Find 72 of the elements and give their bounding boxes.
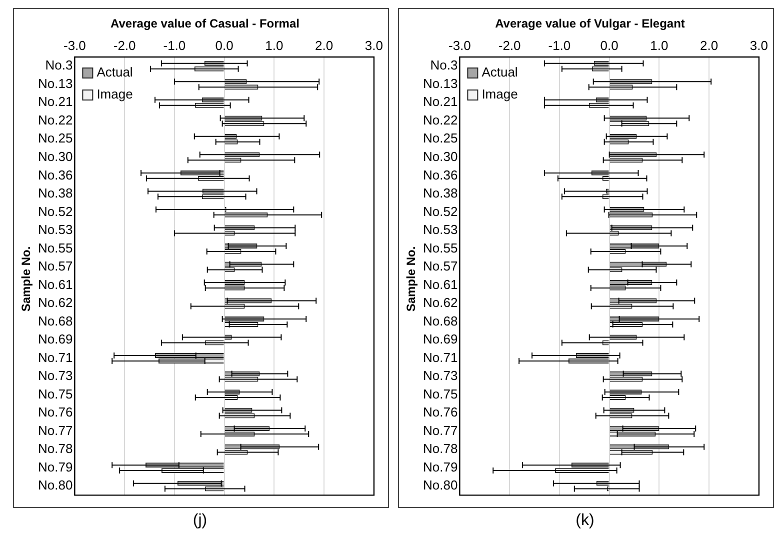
y-tick-label: No.76 bbox=[422, 404, 458, 420]
legend-label: Image bbox=[96, 86, 133, 102]
legend-label: Actual bbox=[96, 64, 133, 80]
x-tick-label: -1.0 bbox=[548, 38, 571, 53]
x-tick-label: 3.0 bbox=[750, 38, 768, 53]
y-tick-label: No.55 bbox=[422, 240, 458, 256]
y-tick-label: No.21 bbox=[38, 94, 73, 110]
y-tick-label: No.38 bbox=[38, 186, 73, 201]
y-tick-label: No.78 bbox=[38, 441, 73, 456]
y-tick-label: No.69 bbox=[422, 332, 458, 347]
y-tick-label: No.25 bbox=[38, 130, 73, 146]
y-tick-label: No.75 bbox=[422, 386, 458, 402]
legend-label: Actual bbox=[482, 64, 518, 80]
y-tick-label: No.77 bbox=[38, 422, 73, 438]
y-tick-label: No.62 bbox=[38, 295, 73, 310]
y-tick-label: No.36 bbox=[38, 167, 73, 182]
x-tick-label: 3.0 bbox=[364, 38, 384, 53]
x-tick-label: -3.0 bbox=[63, 38, 86, 53]
y-tick-label: No.80 bbox=[422, 478, 458, 493]
y-tick-label: No.71 bbox=[422, 350, 458, 365]
text: (k) bbox=[574, 512, 596, 530]
y-tick-label: No.62 bbox=[422, 295, 458, 310]
x-tick-label: 0.0 bbox=[600, 38, 618, 53]
chart-title: Average value of Vulgar - Elegant bbox=[495, 16, 685, 31]
y-tick-label: No.80 bbox=[38, 478, 73, 493]
y-tick-label: No.52 bbox=[422, 204, 458, 219]
x-tick-label: 2.0 bbox=[315, 38, 334, 53]
y-tick-label: No.73 bbox=[422, 368, 458, 384]
y-tick-label: No.73 bbox=[38, 368, 73, 384]
y-tick-label: No.57 bbox=[422, 258, 458, 274]
x-tick-label: -2.0 bbox=[113, 38, 136, 53]
y-tick-label: No.3 bbox=[430, 58, 458, 73]
x-tick-label: 0.0 bbox=[215, 38, 234, 53]
y-tick-label: No.79 bbox=[422, 459, 458, 474]
y-axis-title: Sample No. bbox=[19, 246, 33, 312]
x-tick-label: -3.0 bbox=[448, 38, 471, 53]
x-tick-label: -2.0 bbox=[498, 38, 521, 53]
y-tick-label: No.71 bbox=[38, 350, 73, 365]
y-tick-label: No.53 bbox=[38, 222, 73, 238]
y-tick-label: No.76 bbox=[38, 404, 73, 420]
legend-label: Image bbox=[482, 86, 518, 102]
y-tick-label: No.55 bbox=[38, 240, 73, 256]
x-tick-label: 1.0 bbox=[650, 38, 668, 53]
y-tick-label: No.36 bbox=[422, 167, 458, 182]
y-tick-label: No.22 bbox=[422, 112, 458, 128]
y-tick-label: No.30 bbox=[38, 149, 73, 164]
y-tick-label: No.3 bbox=[45, 58, 73, 73]
y-tick-label: No.75 bbox=[38, 386, 73, 402]
y-axis-title: Sample No. bbox=[404, 246, 418, 312]
y-tick-label: No.68 bbox=[38, 313, 73, 328]
x-tick-label: -1.0 bbox=[163, 38, 186, 53]
y-tick-label: No.30 bbox=[422, 149, 458, 164]
y-tick-label: No.57 bbox=[38, 258, 73, 274]
text: (j) bbox=[192, 512, 208, 530]
x-tick-label: 2.0 bbox=[700, 38, 718, 53]
y-tick-label: No.52 bbox=[38, 204, 73, 219]
chart-title: Average value of Casual - Formal bbox=[110, 16, 300, 31]
y-tick-label: No.69 bbox=[38, 332, 73, 347]
y-tick-label: No.21 bbox=[422, 94, 458, 110]
y-tick-label: No.77 bbox=[422, 422, 458, 438]
y-tick-label: No.68 bbox=[422, 313, 458, 328]
y-tick-label: No.13 bbox=[38, 76, 73, 91]
y-tick-label: No.78 bbox=[422, 441, 458, 456]
y-tick-label: No.79 bbox=[38, 459, 73, 474]
y-tick-label: No.53 bbox=[422, 222, 458, 238]
y-tick-label: No.22 bbox=[38, 112, 73, 128]
y-tick-label: No.61 bbox=[422, 276, 458, 292]
y-tick-label: No.38 bbox=[422, 186, 458, 201]
x-tick-label: 1.0 bbox=[265, 38, 284, 53]
y-tick-label: No.61 bbox=[38, 276, 73, 292]
y-tick-label: No.25 bbox=[422, 130, 458, 146]
y-tick-label: No.13 bbox=[422, 76, 458, 91]
